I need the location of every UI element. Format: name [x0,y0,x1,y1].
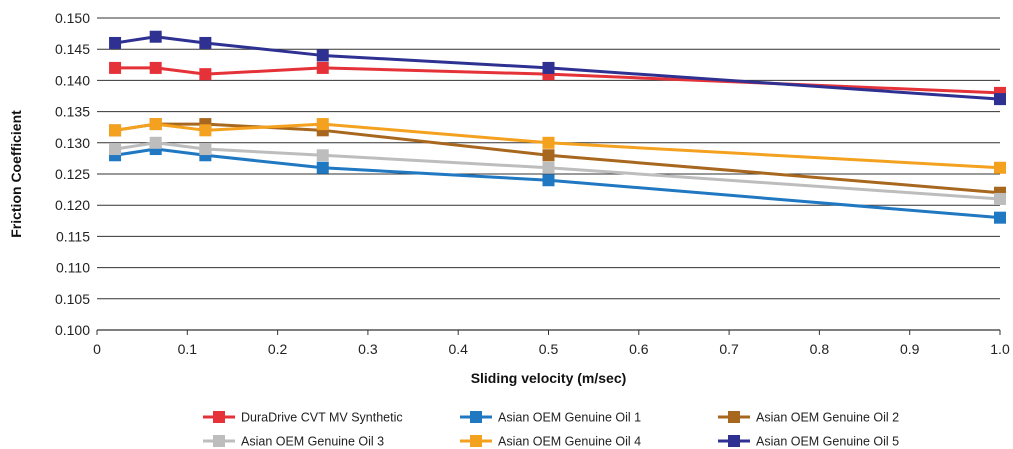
x-axis-ticks: 0 0.1 0.2 0.3 0.4 0.5 0.6 0.7 0.8 0.9 1.0 [93,330,1010,357]
legend-label: Asian OEM Genuine Oil 3 [241,435,384,449]
x-tick-label: 0.4 [448,341,468,357]
y-tick-label: 0.130 [55,135,90,151]
x-tick-label: 0.3 [358,341,378,357]
series-group [109,30,1006,224]
series-6 [109,30,1006,106]
legend-swatch-marker [470,435,482,447]
data-point [199,36,212,49]
y-tick-label: 0.125 [55,166,90,182]
data-point [109,61,122,74]
legend-item: DuraDrive CVT MV Synthetic [203,411,403,425]
y-axis-ticks: 0.100 0.105 0.110 0.115 0.120 0.125 0.130 0.135… [55,10,90,338]
legend-item: Asian OEM Genuine Oil 5 [718,435,899,449]
legend-swatch-marker [470,411,482,423]
data-point [316,149,329,162]
data-point [149,30,162,43]
y-axis-title: Friction Coefficient [8,110,24,238]
x-tick-label: 0.1 [178,341,198,357]
series-5 [109,118,1006,174]
legend-label: Asian OEM Genuine Oil 2 [756,411,899,425]
series-line [114,147,1001,220]
x-tick-label: 0.5 [539,341,559,357]
legend-label: Asian OEM Genuine Oil 4 [498,435,641,449]
y-tick-label: 0.120 [55,197,90,213]
legend: DuraDrive CVT MV Synthetic Asian OEM Genu… [203,411,899,449]
legend-item: Asian OEM Genuine Oil 2 [718,411,899,425]
legend-item: Asian OEM Genuine Oil 4 [460,435,641,449]
x-tick-label: 0 [93,341,101,357]
legend-label: Asian OEM Genuine Oil 1 [498,411,641,425]
y-tick-label: 0.100 [55,322,90,338]
data-point [109,36,122,49]
series-line [115,66,1001,95]
data-point [542,61,555,74]
x-tick-label: 0.2 [268,341,288,357]
data-point [316,118,329,131]
legend-item: Asian OEM Genuine Oil 1 [460,411,641,425]
y-tick-label: 0.150 [55,10,90,26]
legend-swatch-marker [728,411,740,423]
data-point [994,161,1006,174]
data-point [109,143,122,156]
gridlines [97,17,1000,331]
legend-label: Asian OEM Genuine Oil 5 [756,435,899,449]
data-point [994,211,1006,224]
x-tick-label: 0.9 [900,341,920,357]
data-point [149,61,162,74]
data-point [542,161,555,174]
series-line [114,122,1001,170]
data-point [316,161,329,174]
data-point [542,174,555,187]
data-point [199,124,212,137]
y-tick-label: 0.145 [55,41,90,57]
data-point [542,149,555,162]
data-point [542,136,555,149]
y-tick-label: 0.115 [56,228,90,244]
series-4 [109,136,1006,205]
legend-swatch-marker [728,435,740,447]
data-point [316,61,329,74]
x-tick-label: 0.8 [810,341,830,357]
data-point [199,143,212,156]
legend-label: DuraDrive CVT MV Synthetic [241,411,403,425]
data-point [199,68,212,81]
y-tick-label: 0.140 [55,72,90,88]
series-line [114,35,1001,101]
y-tick-label: 0.135 [55,104,90,120]
x-axis-title: Sliding velocity (m/sec) [471,370,627,386]
x-tick-label: 1.0 [990,341,1010,357]
data-point [149,118,162,131]
legend-swatch-marker [213,411,225,423]
data-point [316,49,329,62]
data-point [994,192,1006,205]
y-tick-label: 0.110 [56,260,90,276]
x-tick-label: 0.6 [629,341,649,357]
legend-item: Asian OEM Genuine Oil 3 [203,435,384,449]
y-tick-label: 0.105 [55,291,90,307]
legend-swatch-marker [213,435,225,447]
x-tick-label: 0.7 [719,341,739,357]
data-point [994,93,1006,106]
series-line [114,141,1001,201]
data-point [109,124,122,137]
data-point [149,136,162,149]
